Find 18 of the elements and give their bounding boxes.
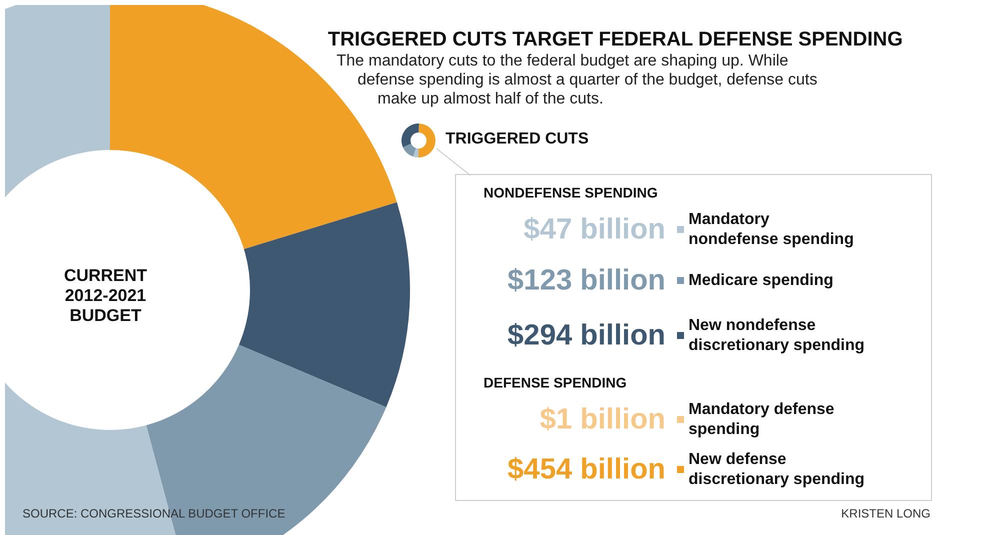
legend-title: TRIGGERED CUTS xyxy=(446,130,589,148)
chart-title: TRIGGERED CUTS TARGET FEDERAL DEFENSE SPENDING xyxy=(328,28,903,50)
data-label: $47 billion xyxy=(524,214,666,246)
text: CURRENT 2012-2021 BUDGET xyxy=(64,266,148,325)
legend-label: New defense discretionary spending xyxy=(688,451,865,488)
data-label: $1 billion xyxy=(540,404,666,436)
data-label: $123 billion xyxy=(508,264,666,296)
text: DEFENSE SPENDING xyxy=(484,374,627,390)
legend-label: New nondefense discretionary spending xyxy=(688,317,865,354)
legend-label: Mandatory nondefense spending xyxy=(688,211,854,248)
text: KRISTEN LONG xyxy=(841,506,931,520)
legend-label: Medicare spending xyxy=(688,272,834,289)
chart-subtitle: The mandatory cuts to the federal budget are shaping up. While defense spending is almost a quarter of the budget, defense cuts make up almost half of the cuts. xyxy=(336,52,818,108)
text: NONDEFENSE SPENDING xyxy=(484,184,658,200)
data-label: $294 billion xyxy=(508,320,666,352)
data-label: $454 billion xyxy=(508,454,666,486)
source-note: SOURCE: CONGRESSIONAL BUDGET OFFICE xyxy=(22,506,286,520)
legend-label: Mandatory defense spending xyxy=(688,401,834,438)
